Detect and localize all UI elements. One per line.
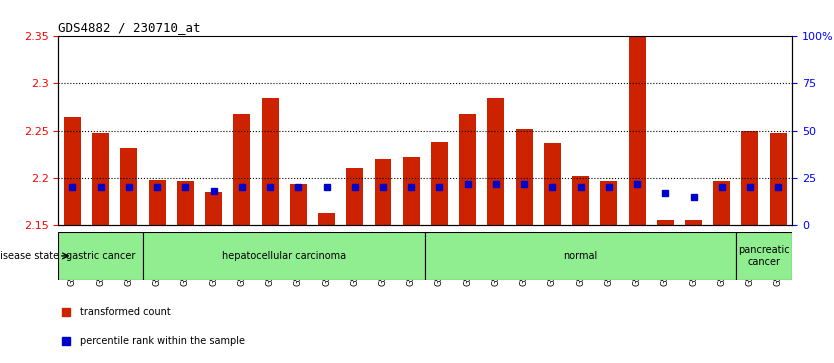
Bar xyxy=(629,36,646,225)
Bar xyxy=(544,143,560,225)
Text: gastric cancer: gastric cancer xyxy=(66,251,135,261)
FancyBboxPatch shape xyxy=(736,232,792,280)
Bar xyxy=(318,213,335,225)
Bar xyxy=(64,117,81,225)
Bar xyxy=(713,181,731,225)
Bar xyxy=(515,129,533,225)
Bar xyxy=(346,168,364,225)
FancyBboxPatch shape xyxy=(425,232,736,280)
FancyBboxPatch shape xyxy=(58,232,143,280)
Bar xyxy=(572,176,589,225)
Bar xyxy=(403,157,420,225)
Bar xyxy=(741,131,758,225)
FancyBboxPatch shape xyxy=(143,232,425,280)
Bar xyxy=(685,220,702,225)
Text: transformed count: transformed count xyxy=(80,307,171,317)
Bar xyxy=(487,98,505,225)
Bar xyxy=(205,192,222,225)
Bar xyxy=(460,114,476,225)
Text: disease state: disease state xyxy=(0,251,59,261)
Bar xyxy=(600,181,617,225)
Text: normal: normal xyxy=(564,251,598,261)
Bar xyxy=(770,132,786,225)
Bar xyxy=(120,148,138,225)
Bar xyxy=(657,220,674,225)
Text: percentile rank within the sample: percentile rank within the sample xyxy=(80,336,245,346)
Bar xyxy=(262,98,279,225)
Bar xyxy=(431,142,448,225)
Text: pancreatic
cancer: pancreatic cancer xyxy=(738,245,790,267)
Bar xyxy=(177,181,193,225)
Bar xyxy=(290,184,307,225)
Bar xyxy=(374,159,391,225)
Bar xyxy=(234,114,250,225)
Bar xyxy=(93,132,109,225)
Text: GDS4882 / 230710_at: GDS4882 / 230710_at xyxy=(58,21,201,34)
Bar xyxy=(148,180,166,225)
Text: hepatocellular carcinoma: hepatocellular carcinoma xyxy=(222,251,346,261)
